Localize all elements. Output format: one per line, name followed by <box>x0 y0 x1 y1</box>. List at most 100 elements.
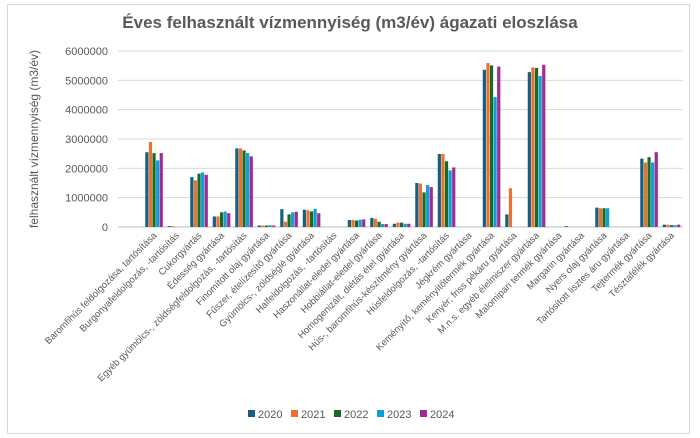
bar-2023 <box>448 170 452 227</box>
y-tick-label: 2000000 <box>65 163 108 175</box>
bar-2020 <box>257 225 261 227</box>
bar-2020 <box>145 152 149 227</box>
bar-2020 <box>640 158 644 227</box>
bar-2021 <box>396 222 400 227</box>
bar-2023 <box>651 162 655 227</box>
bar-2024 <box>272 225 276 227</box>
bar-2020 <box>167 226 171 227</box>
bar-2021 <box>373 218 378 227</box>
bar-2023 <box>673 225 677 227</box>
bar-2024 <box>294 211 298 227</box>
bar-2020 <box>437 153 441 227</box>
bar-2023 <box>201 172 205 227</box>
bar-2024 <box>249 156 253 227</box>
bar-2021 <box>418 183 423 227</box>
gridlines <box>118 50 683 228</box>
bar-2022 <box>152 153 156 227</box>
bar-2020 <box>280 209 284 227</box>
legend-label: 2022 <box>344 409 368 421</box>
bar-2022 <box>602 208 606 227</box>
bar-2020 <box>347 219 351 227</box>
bar-2020 <box>235 148 239 227</box>
legend-label: 2024 <box>430 409 454 421</box>
bar-2024 <box>429 187 433 227</box>
bar-2021 <box>486 63 490 227</box>
bar-2022 <box>377 221 381 227</box>
legend-swatch-2020 <box>248 410 255 417</box>
bar-2021 <box>306 210 310 227</box>
bar-2022 <box>399 222 404 227</box>
bar-2023 <box>223 211 227 227</box>
bar-2024 <box>159 153 163 227</box>
bar-2023 <box>606 208 610 227</box>
bar-2023 <box>493 97 497 227</box>
bar-2021 <box>643 162 648 227</box>
bar-2023 <box>246 153 250 227</box>
bar-2022 <box>669 225 674 227</box>
bar-2021 <box>148 141 153 227</box>
legend-swatch-2022 <box>334 410 341 417</box>
bar-2021 <box>238 148 243 227</box>
legend-swatch-2023 <box>377 410 384 417</box>
bars <box>145 63 681 228</box>
chart-title: Éves felhasznált vízmennyiség (m3/év) ág… <box>122 13 578 32</box>
bar-2021 <box>193 180 198 227</box>
y-tick-label: 0 <box>102 222 108 234</box>
bar-2021 <box>216 216 220 227</box>
bar-2020 <box>595 207 599 227</box>
bar-2022 <box>534 68 539 227</box>
bar-2024 <box>407 223 411 227</box>
bar-2021 <box>171 226 175 227</box>
bar-2023 <box>538 75 542 227</box>
bar-2024 <box>654 152 658 227</box>
bar-2023 <box>268 225 272 227</box>
bar-2024 <box>362 219 366 227</box>
y-tick-label: 6000000 <box>65 46 108 58</box>
y-axis-label: felhasznált vízmennyiség (m3/év) <box>27 50 41 228</box>
bar-2023 <box>426 185 430 227</box>
bar-2022 <box>422 192 426 227</box>
y-tick-label: 5000000 <box>65 75 108 87</box>
bar-2023 <box>381 224 385 227</box>
y-tick-labels: 0 1000000 2000000 3000000 4000000 5000000 6000… <box>65 46 108 234</box>
y-tick-label: 1000000 <box>65 193 108 205</box>
bar-2020 <box>302 209 306 227</box>
bar-2024 <box>384 224 388 227</box>
legend: 2020 2021 2022 2023 2024 <box>248 409 454 421</box>
bar-2020 <box>505 214 509 227</box>
bar-2023 <box>403 223 407 227</box>
legend-label: 2020 <box>258 409 282 421</box>
bar-2022 <box>309 211 314 227</box>
bar-2020 <box>190 177 194 227</box>
bar-2024 <box>542 64 546 227</box>
legend-label: 2023 <box>387 409 411 421</box>
bar-2022 <box>444 161 449 227</box>
x-tick-labels: Baromfihús feldolgozása, tartósításaBurg… <box>43 230 677 384</box>
bar-2022 <box>287 214 291 227</box>
legend-swatch-2024 <box>420 410 427 417</box>
bar-2020 <box>482 69 486 227</box>
bar-2023 <box>156 160 160 227</box>
bar-2022 <box>197 173 201 227</box>
y-tick-label: 4000000 <box>65 105 108 117</box>
legend-label: 2021 <box>301 409 325 421</box>
legend-swatch-2021 <box>291 410 298 417</box>
bar-2021 <box>441 153 445 227</box>
bar-2021 <box>508 188 513 227</box>
bar-2021 <box>531 67 535 227</box>
chart-frame <box>7 4 690 434</box>
bar-2020 <box>212 216 216 227</box>
bar-2022 <box>647 157 651 227</box>
bar-2024 <box>497 66 501 228</box>
bar-2024 <box>227 213 231 227</box>
bar-2023 <box>313 208 317 227</box>
bar-2024 <box>677 224 681 227</box>
bar-2022 <box>264 225 269 227</box>
bar-2021 <box>261 225 265 227</box>
bar-2023 <box>358 219 362 227</box>
bar-2020 <box>392 223 396 227</box>
bar-2020 <box>370 217 374 227</box>
bar-2022 <box>489 65 494 227</box>
bar-2024 <box>564 226 568 227</box>
bar-2020 <box>527 72 531 228</box>
